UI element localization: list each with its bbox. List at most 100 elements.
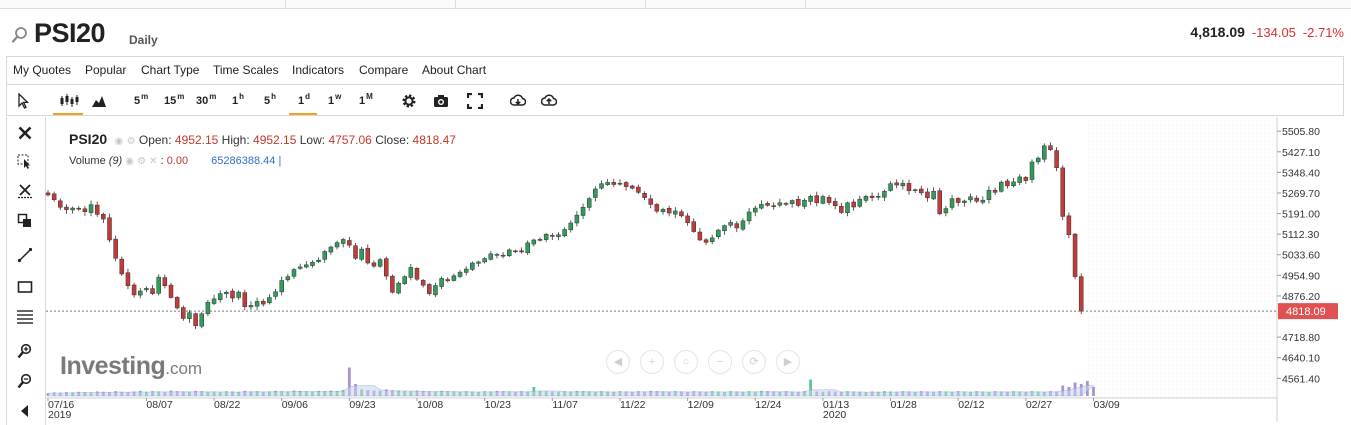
active-timeframe-indicator	[289, 113, 317, 115]
timeframe-1d[interactable]: 1d	[298, 92, 311, 107]
volume-series	[46, 367, 1095, 397]
timeframe-5m[interactable]: 5m	[134, 92, 149, 107]
zoom-reset-icon[interactable]: ○	[674, 350, 698, 374]
y-tick-label: 5033.60	[1282, 250, 1320, 262]
high-label: High:	[221, 133, 250, 147]
menu-indicators[interactable]: Indicators	[292, 63, 345, 77]
menu-compare[interactable]: Compare	[359, 63, 409, 77]
candle	[826, 194, 832, 206]
investing-logo: Investing.com	[60, 352, 203, 380]
candle	[236, 290, 241, 301]
high-value: 4952.15	[253, 133, 297, 147]
timeframe-5h[interactable]: 5h	[264, 92, 277, 107]
candle	[679, 209, 684, 218]
volume-eye-icon[interactable]: ◉	[125, 156, 135, 167]
candle	[623, 180, 629, 191]
x-tick-label: 03/09	[1094, 399, 1120, 411]
x-tick-label: 12/09	[688, 399, 714, 411]
settings-icon[interactable]: ⚙	[126, 136, 136, 147]
fibonacci-icon[interactable]	[17, 309, 33, 325]
candle	[439, 276, 444, 290]
cloud-upload-icon[interactable]	[541, 93, 557, 109]
zoom-out-icon[interactable]	[17, 373, 33, 389]
candle	[796, 195, 801, 208]
scroll-left-icon[interactable]: ◀	[606, 350, 630, 374]
candlestick-type-icon[interactable]	[59, 93, 79, 109]
candle	[70, 206, 75, 214]
price-change: -134.05	[1251, 25, 1296, 40]
y-tick-label: 5427.10	[1282, 147, 1320, 159]
candle	[463, 266, 469, 276]
candle	[199, 312, 204, 329]
candle	[636, 184, 641, 194]
candle	[882, 189, 887, 201]
menu-about-chart[interactable]: About Chart	[422, 63, 487, 77]
candle	[746, 208, 752, 225]
candle	[211, 294, 217, 306]
candle	[543, 232, 549, 243]
area-type-icon[interactable]	[91, 93, 107, 109]
interval-label: Daily	[129, 33, 158, 47]
candle	[168, 282, 174, 299]
menu-popular[interactable]: Popular	[85, 63, 127, 77]
candle	[525, 240, 530, 256]
candle	[390, 274, 395, 294]
x-tick-label: 07/16	[48, 399, 74, 411]
volume-settings-icon[interactable]: ⚙	[137, 156, 147, 167]
future-zone	[1087, 117, 1276, 398]
candle	[685, 213, 690, 226]
zoom-in-icon[interactable]	[17, 343, 33, 359]
volume-remove-icon[interactable]: ✕	[149, 156, 158, 167]
clone-icon[interactable]	[17, 213, 33, 229]
y-tick-label: 4954.90	[1282, 270, 1320, 282]
candle	[931, 187, 936, 201]
search-icon[interactable]	[11, 26, 29, 44]
zoom-out-nav-icon[interactable]: −	[708, 350, 732, 374]
candle	[365, 244, 371, 265]
fullscreen-icon[interactable]	[467, 93, 483, 109]
candle	[414, 267, 420, 282]
menu-time-scales[interactable]: Time Scales	[213, 63, 279, 77]
select-cursor-icon[interactable]	[17, 153, 33, 169]
candle	[863, 194, 869, 203]
x-tick-label: 10/23	[485, 399, 511, 411]
delete-drawings-icon[interactable]	[17, 183, 33, 199]
candle	[839, 202, 844, 215]
timeframe-1M[interactable]: 1M	[359, 92, 373, 107]
reset-view-icon[interactable]: ⟳	[742, 350, 766, 374]
x-tick-label: 01/13	[823, 399, 849, 411]
candle	[1060, 165, 1065, 221]
timeframe-1h[interactable]: 1h	[232, 92, 245, 107]
timeframe-1w[interactable]: 1w	[328, 92, 342, 107]
collapse-toolbar-icon[interactable]	[17, 403, 33, 419]
close-icon[interactable]	[17, 125, 33, 141]
candle	[427, 283, 432, 296]
candle	[999, 180, 1004, 193]
settings-gear-icon[interactable]	[401, 93, 417, 109]
timeframe-30m[interactable]: 30m	[196, 92, 217, 107]
timeframe-15m[interactable]: 15m	[164, 92, 185, 107]
last-price: 4,818.09	[1190, 24, 1245, 40]
candle	[162, 274, 168, 289]
candle	[593, 186, 598, 202]
visibility-eye-icon[interactable]: ◉	[114, 136, 124, 147]
candle	[660, 207, 666, 215]
volume-value: 0.00	[166, 155, 189, 167]
candle	[789, 199, 795, 208]
scroll-right-icon[interactable]: ▶	[776, 350, 800, 374]
menu-my-quotes[interactable]: My Quotes	[13, 63, 72, 77]
zoom-in-nav-icon[interactable]: +	[640, 350, 664, 374]
camera-icon[interactable]	[433, 93, 449, 109]
menu-chart-type[interactable]: Chart Type	[141, 63, 200, 77]
candle	[488, 250, 494, 261]
cloud-download-icon[interactable]	[510, 93, 526, 109]
candle	[820, 194, 826, 205]
cursor-icon[interactable]	[15, 93, 31, 109]
candle	[340, 238, 346, 248]
candle	[470, 261, 475, 271]
candle	[328, 245, 334, 255]
trend-line-icon[interactable]	[17, 247, 33, 263]
rectangle-tool-icon[interactable]	[17, 279, 33, 295]
candle	[254, 297, 260, 311]
